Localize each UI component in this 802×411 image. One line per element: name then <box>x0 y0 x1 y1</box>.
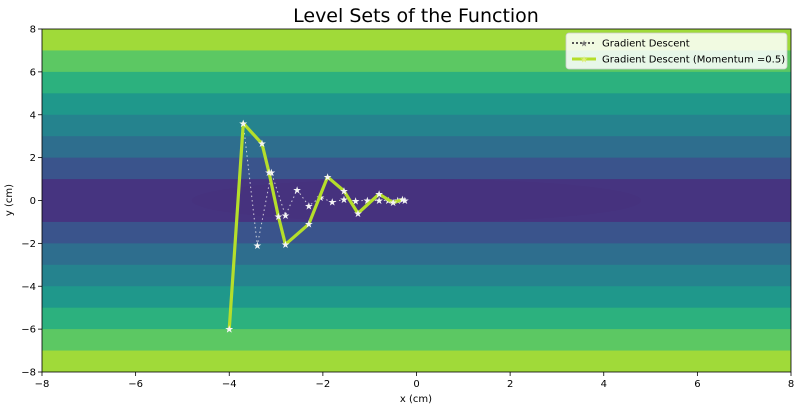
data-point: ★ <box>389 198 398 209</box>
legend-label: Gradient Descent <box>602 39 690 50</box>
data-point: ★ <box>328 198 337 209</box>
plot-area: ★★★★★★★★ ★ ★ ★ ★ ★ ★ ★★★★★★★★★★★★★★ ★ <box>42 29 791 372</box>
legend-entry: ★ Gradient Descent <box>572 39 690 50</box>
x-axis: −8 −6 −4 −2 0 2 4 6 8 <box>35 372 794 390</box>
gd-path <box>228 123 405 330</box>
y-tick-label: −6 <box>21 325 36 336</box>
data-point: ★ <box>351 196 360 207</box>
legend-box <box>565 32 788 70</box>
momentum-path <box>227 121 403 330</box>
x-axis-label: x (cm) <box>400 394 432 405</box>
data-point: ★ <box>323 172 332 183</box>
legend-marker: ★ <box>580 56 588 66</box>
y-axis: 8 6 4 2 0 −2 −4 −6 −8 <box>21 25 42 379</box>
data-point: ★ <box>265 168 274 179</box>
legend-marker: ★ <box>580 40 588 50</box>
y-tick-label: 8 <box>30 25 36 36</box>
contour-center-ellipse <box>191 179 642 222</box>
data-point: ★ <box>225 325 234 336</box>
y-tick-label: −2 <box>21 239 36 250</box>
x-tick-label: 6 <box>694 379 700 390</box>
y-tick-label: 4 <box>30 110 36 121</box>
data-point: ★ <box>293 185 302 196</box>
data-point: ★ <box>225 325 234 336</box>
y-tick-label: 2 <box>30 153 36 164</box>
data-point: ★ <box>239 119 248 130</box>
x-tick-label: 0 <box>413 379 419 390</box>
series-1: ★★★★★★★★★★★★ ★ <box>225 119 407 336</box>
x-tick-label: 8 <box>788 379 794 390</box>
data-point: ★ <box>253 241 262 252</box>
x-tick-label: −6 <box>128 379 143 390</box>
y-tick-label: 0 <box>30 196 36 207</box>
legend-entry: ★ Gradient Descent (Momentum =0.5) <box>572 55 785 66</box>
data-point: ★ <box>398 195 407 206</box>
data-point: ★ <box>258 139 267 150</box>
legend-label: Gradient Descent (Momentum =0.5) <box>602 55 785 66</box>
y-axis-label: y (cm) <box>4 184 15 216</box>
y-tick-label: −4 <box>21 282 36 293</box>
x-tick-label: 4 <box>601 379 607 390</box>
data-point: ★ <box>281 240 290 251</box>
data-point: ★ <box>375 190 384 201</box>
data-point: ★ <box>354 209 363 220</box>
data-point: ★ <box>274 212 283 223</box>
data-point: ★ <box>339 186 348 197</box>
x-tick-label: −4 <box>222 379 237 390</box>
x-tick-label: −2 <box>316 379 331 390</box>
data-point: ★ <box>363 196 372 207</box>
data-point: ★ <box>267 168 276 179</box>
x-tick-label: −8 <box>35 379 50 390</box>
y-tick-label: 6 <box>30 67 36 78</box>
data-point: ★ <box>281 211 290 222</box>
legend: ★ Gradient Descent ★ Gradient Descent (Mome… <box>565 32 788 70</box>
data-point: ★ <box>304 201 313 212</box>
y-tick-label: −8 <box>21 368 36 379</box>
data-point: ★ <box>400 196 409 207</box>
data-point: ★ <box>375 196 384 207</box>
data-point: ★ <box>304 220 313 231</box>
x-tick-label: 2 <box>507 379 513 390</box>
data-point: ★ <box>339 195 348 206</box>
chart-title: Level Sets of the Function <box>293 5 539 27</box>
